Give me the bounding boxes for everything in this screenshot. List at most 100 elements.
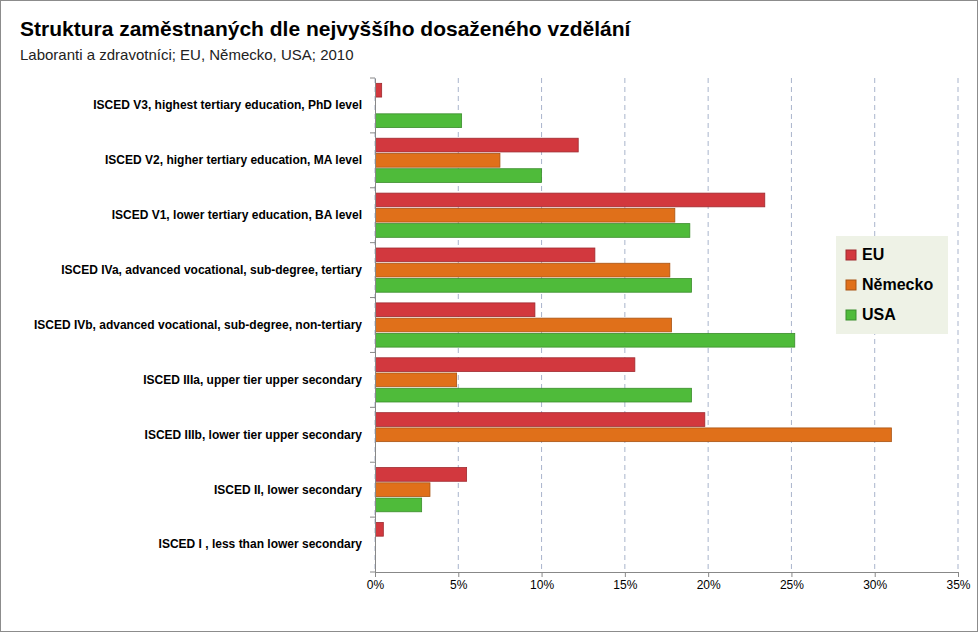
separator — [370, 462, 375, 463]
tick: 20% — [697, 572, 721, 592]
tick-mark — [958, 572, 959, 577]
bar — [375, 193, 765, 207]
tick: ISCED IVb, advanced vocational, sub-degr… — [34, 318, 375, 332]
bar — [375, 373, 457, 387]
bar — [375, 428, 891, 442]
tick: ISCED IIIa, upper tier upper secondary — [143, 373, 375, 387]
tick-label: 35% — [946, 578, 970, 592]
plot: 0% 5% 10% 15% 20% 25% 30% 35% ISCED V3, highest … — [34, 78, 971, 592]
legend-swatch — [846, 280, 856, 290]
legend-item: Německo — [846, 276, 933, 293]
bar — [375, 248, 595, 262]
bar — [375, 483, 430, 497]
legend: EU Německo USA — [836, 236, 948, 334]
group-separators — [370, 78, 375, 572]
chart-border — [1, 1, 978, 632]
x-axis: 0% 5% 10% 15% 20% 25% 30% 35% — [367, 572, 971, 592]
category-label: ISCED IVb, advanced vocational, sub-degr… — [34, 318, 362, 332]
legend-item: EU — [846, 246, 884, 263]
separator — [370, 572, 375, 573]
legend-label: Německo — [862, 276, 933, 293]
bar — [375, 153, 500, 167]
tick: ISCED V1, lower tertiary education, BA l… — [112, 208, 375, 222]
legend-box — [836, 236, 948, 334]
tick-label: 30% — [863, 578, 887, 592]
grid-line — [375, 78, 376, 572]
tick: ISCED V3, highest tertiary education, Ph… — [93, 98, 375, 112]
tick: 0% — [367, 572, 385, 592]
category-label: ISCED IVa, advanced vocational, sub-degr… — [61, 263, 362, 277]
tick-mark — [542, 572, 543, 577]
tick: ISCED II, lower secondary — [214, 483, 375, 497]
tick: 10% — [530, 572, 554, 592]
tick-label: 5% — [450, 578, 468, 592]
tick-label: 15% — [613, 578, 637, 592]
bar — [375, 413, 705, 427]
separator — [370, 517, 375, 518]
tick: 15% — [613, 572, 637, 592]
bars — [375, 83, 891, 536]
legend-label: EU — [862, 246, 884, 263]
legend-swatch — [846, 310, 856, 320]
grid-line — [958, 78, 959, 572]
series — [375, 114, 795, 512]
tick-mark — [625, 572, 626, 577]
bar — [375, 278, 691, 292]
bar — [375, 468, 467, 482]
bar — [375, 358, 635, 372]
tick: ISCED IIIb, lower tier upper secondary — [145, 428, 375, 442]
tick-label: 0% — [367, 578, 385, 592]
category-label: ISCED IIIa, upper tier upper secondary — [143, 373, 362, 387]
tick: 35% — [946, 572, 970, 592]
bar — [375, 224, 690, 238]
legend-label: USA — [862, 306, 896, 323]
category-label: ISCED II, lower secondary — [214, 483, 362, 497]
category-label: ISCED V1, lower tertiary education, BA l… — [112, 208, 362, 222]
tick: 25% — [780, 572, 804, 592]
bar — [375, 263, 670, 277]
bar — [375, 318, 671, 332]
series — [375, 153, 891, 496]
bar — [375, 169, 542, 183]
tick-mark — [875, 572, 876, 577]
bar — [375, 522, 383, 536]
bar — [375, 303, 535, 317]
separator — [370, 242, 375, 243]
series — [375, 83, 765, 536]
tick-mark — [375, 572, 376, 577]
separator — [370, 132, 375, 133]
tick-label: 25% — [780, 578, 804, 592]
legend-item: USA — [846, 306, 896, 323]
category-label: ISCED V3, highest tertiary education, Ph… — [93, 98, 362, 112]
axis-line — [375, 79, 376, 573]
separator — [370, 407, 375, 408]
separator — [370, 297, 375, 298]
subtitle: Laboranti a zdravotníci; EU, Německo, US… — [20, 46, 354, 63]
tick-mark — [708, 572, 709, 577]
category-label: ISCED I , less than lower secondary — [159, 537, 363, 551]
bar — [375, 138, 578, 152]
separator — [370, 187, 375, 188]
bar — [375, 388, 691, 402]
tick: ISCED I , less than lower secondary — [159, 537, 375, 551]
bar — [375, 498, 422, 512]
tick: 5% — [450, 572, 468, 592]
tick-label: 20% — [697, 578, 721, 592]
grid-line — [791, 78, 792, 572]
bar — [375, 333, 795, 347]
grid-line — [708, 78, 709, 572]
separator — [370, 352, 375, 353]
grid — [375, 78, 958, 572]
axis-line — [376, 573, 959, 578]
bar — [375, 208, 675, 222]
tick: 30% — [863, 572, 887, 592]
tick: ISCED V2, higher tertiary education, MA … — [105, 153, 375, 167]
separator — [370, 78, 375, 79]
bar — [375, 114, 462, 128]
y-axis: ISCED V3, highest tertiary education, Ph… — [34, 78, 376, 573]
legend-swatch — [846, 250, 856, 260]
chart: Struktura zaměstnaných dle nejvyššího do… — [0, 0, 978, 632]
tick: ISCED IVa, advanced vocational, sub-degr… — [61, 263, 375, 277]
tick-mark — [791, 572, 792, 577]
category-label: ISCED V2, higher tertiary education, MA … — [105, 153, 362, 167]
